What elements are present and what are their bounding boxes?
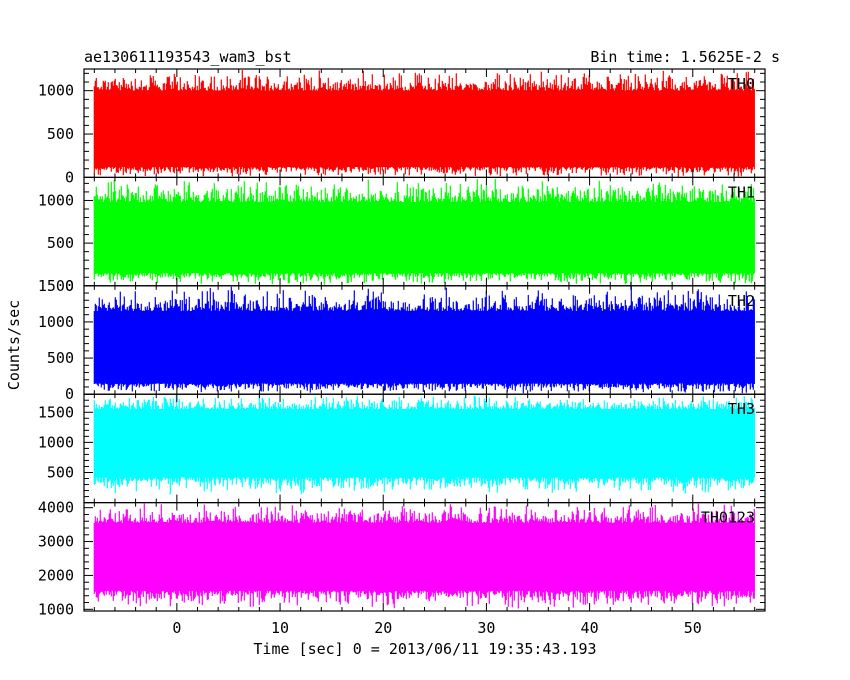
y-tick-label: 0 [65,385,74,403]
series-th0123 [93,502,755,609]
panel-th1: 0 500 1000 TH1 [38,176,766,295]
x-axis-label: Time [sec] 0 = 2013/06/11 19:35:43.193 [253,640,596,658]
y-tick-label: 500 [47,234,74,252]
y-tick-label: 0 [65,168,74,186]
series-name-label: TH0 [728,75,755,93]
panel-th2: 0 500 1000 1500 TH2 [38,277,766,403]
series-name-label: TH2 [728,292,755,310]
y-tick-label: 1500 [38,277,74,295]
x-tick-label: 0 [172,619,181,637]
x-tick-label: 40 [581,619,599,637]
y-tick-label: 3000 [38,533,74,551]
y-tick-label: 2000 [38,566,74,584]
series-trace [93,502,755,609]
panel-th0123: 1000 2000 3000 4000 TH0123 [38,499,766,618]
panels-group: 0 500 1000 TH0 0 500 1000 TH1 0 500 1000 1500 TH2 500… [38,68,766,618]
series-name-label: TH0123 [701,509,755,527]
series-name-label: TH3 [728,400,755,418]
series-trace [93,286,755,394]
y-tick-label: 1000 [38,433,74,451]
x-tick-labels: 0 10 20 30 40 50 [172,619,701,637]
x-tick-label: 30 [477,619,495,637]
y-tick-label: 4000 [38,499,74,517]
x-tick-label: 20 [374,619,392,637]
y-tick-label: 1000 [38,191,74,209]
y-axis-label: Counts/sec [5,300,23,390]
series-th2 [93,286,755,394]
y-tick-label: 500 [47,349,74,367]
chart-title: ae130611193543_wam3_bst [84,48,292,66]
y-tick-label: 0 [65,277,74,295]
y-tick-label: 1000 [38,600,74,618]
y-tick-label: 1500 [38,403,74,421]
series-th1 [93,178,755,285]
series-trace [93,70,755,177]
y-tick-label: 1000 [38,82,74,100]
x-tick-label: 50 [684,619,702,637]
x-tick-label: 10 [271,619,289,637]
y-tick-label: 500 [47,463,74,481]
series-trace [93,394,755,495]
y-tick-label: 500 [47,125,74,143]
y-tick-label: 1000 [38,313,74,331]
series-name-label: TH1 [728,183,755,201]
series-th3 [93,394,755,495]
panel-th3: 500 1000 1500 TH3 [38,393,766,504]
chart-subtitle: Bin time: 1.5625E-2 s [590,48,780,66]
series-th0 [93,70,755,177]
series-trace [93,178,755,285]
panel-th0: 0 500 1000 TH0 [38,68,766,186]
